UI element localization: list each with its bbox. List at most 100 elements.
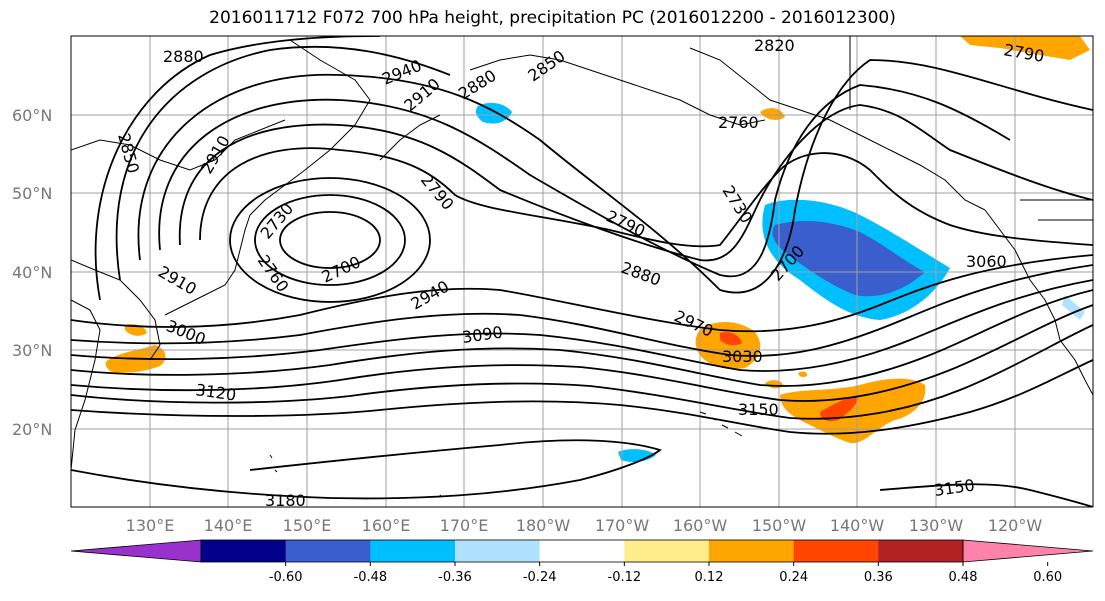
contour-3180 bbox=[71, 439, 662, 500]
contour-2940 bbox=[94, 36, 381, 301]
contour-label: 2790 bbox=[603, 206, 648, 240]
contour-label: 2970 bbox=[671, 306, 716, 340]
contour-label: 2880 bbox=[455, 66, 500, 104]
alaska-coast bbox=[689, 47, 986, 211]
colorbar-segment bbox=[370, 540, 456, 562]
contour-2760-low bbox=[229, 177, 431, 303]
contour-2880 bbox=[137, 59, 1093, 294]
colorbar-tick-label: -0.24 bbox=[523, 570, 557, 585]
graticule bbox=[71, 36, 1093, 507]
contour-label: 2880 bbox=[619, 258, 664, 290]
contour-label: 2820 bbox=[754, 36, 795, 55]
japan-coast bbox=[164, 214, 251, 316]
lat-label: 60°N bbox=[12, 106, 52, 125]
positive-precip-area-subtropic bbox=[780, 378, 926, 444]
lat-label: 30°N bbox=[12, 341, 52, 360]
lon-label: 160°E bbox=[362, 516, 411, 535]
lon-label: 130°W bbox=[909, 516, 964, 535]
colorbar-tick-label: -0.60 bbox=[269, 570, 303, 585]
contour-3150 bbox=[71, 359, 1093, 435]
contour-label: 2940 bbox=[408, 277, 453, 314]
na-border bbox=[849, 36, 1093, 221]
colorbar-extension-low bbox=[70, 539, 202, 563]
colorbar-segment bbox=[455, 540, 541, 562]
contour-3150-south bbox=[879, 483, 1093, 507]
lon-label: 160°W bbox=[673, 516, 728, 535]
contour-3000 bbox=[71, 264, 1093, 357]
lon-label: 150°E bbox=[283, 516, 332, 535]
lon-label: 140°E bbox=[204, 516, 253, 535]
colorbar-tick-label: 0.24 bbox=[779, 570, 808, 585]
lon-label: 120°W bbox=[988, 516, 1043, 535]
lon-label: 140°W bbox=[830, 516, 885, 535]
colorbar-tick-label: 0.12 bbox=[695, 570, 724, 585]
contour-label: 3060 bbox=[966, 252, 1007, 271]
contour-label: 2880 bbox=[163, 47, 204, 66]
contour-label: 2760 bbox=[254, 251, 293, 295]
lon-label: 180°W bbox=[516, 516, 571, 535]
kamchatka-coast bbox=[249, 39, 371, 216]
contour-2820 bbox=[178, 104, 1093, 262]
longitude-labels: 130°E 140°E 150°E 160°E 170°E 180°W 170°… bbox=[126, 516, 1043, 535]
asia-coast bbox=[71, 259, 161, 471]
contour-label: 3090 bbox=[461, 322, 504, 346]
contour-2850 bbox=[158, 84, 1011, 278]
colorbar-segment bbox=[709, 540, 795, 562]
coastlines bbox=[71, 36, 1093, 498]
colorbar-tick-label: 0.48 bbox=[949, 570, 978, 585]
colorbar-tick-label: -0.48 bbox=[354, 570, 388, 585]
colorbar-segment bbox=[624, 540, 710, 562]
colorbar-tick-label: -0.36 bbox=[438, 570, 472, 585]
contour-2970 bbox=[71, 254, 1093, 333]
contour-label: 3180 bbox=[265, 491, 306, 510]
positive-precip-area-alaska bbox=[760, 108, 785, 120]
map-title: 2016011712 F072 700 hPa height, precipit… bbox=[209, 8, 896, 28]
positive-precip-area-central bbox=[695, 321, 761, 370]
colorbar: -0.60 -0.48 -0.36 -0.24 -0.12 0.12 0.24 0.36 0.4… bbox=[70, 539, 1094, 585]
positive-precip-core-central bbox=[720, 332, 742, 346]
contour-3060 bbox=[71, 289, 1093, 387]
colorbar-extension-high bbox=[962, 539, 1094, 563]
hawaii-islands bbox=[699, 411, 743, 437]
negative-precip-area-coast bbox=[1062, 295, 1085, 320]
contour-label: 3120 bbox=[194, 380, 237, 404]
negative-precip-core bbox=[772, 220, 925, 297]
contour-2910 bbox=[115, 45, 451, 281]
map-frame bbox=[70, 35, 1094, 508]
contour-label: 3030 bbox=[722, 347, 763, 366]
contour-2790 bbox=[199, 147, 1093, 248]
positive-precip-core-subtropic bbox=[820, 395, 859, 422]
contour-3090 bbox=[71, 304, 1093, 402]
colorbar-segment bbox=[793, 540, 879, 562]
colorbar-tick-label: -0.12 bbox=[608, 570, 642, 585]
positive-precip-area-small2 bbox=[798, 371, 808, 377]
siberia-coast bbox=[71, 114, 441, 171]
height-contours bbox=[71, 36, 1093, 507]
contour-label: 2760 bbox=[718, 113, 759, 132]
lon-label: 170°E bbox=[440, 516, 489, 535]
contour-label: 3150 bbox=[933, 475, 976, 499]
colorbar-tick-label: 0.60 bbox=[1033, 570, 1062, 585]
colorbar-frame bbox=[200, 539, 964, 563]
positive-precip-area-small1 bbox=[765, 380, 784, 389]
bering-coast bbox=[469, 54, 766, 126]
colorbar-segment bbox=[878, 540, 964, 562]
contour-2700-low bbox=[279, 211, 381, 269]
negative-precip-area-small bbox=[475, 102, 512, 124]
colorbar-segment bbox=[285, 540, 371, 562]
contour-label: 3150 bbox=[738, 400, 779, 419]
lon-label: 150°W bbox=[752, 516, 807, 535]
lon-label: 170°W bbox=[595, 516, 650, 535]
contour-label: 2850 bbox=[524, 46, 568, 85]
contour-label: 2910 bbox=[155, 262, 200, 299]
colorbar-segment bbox=[539, 540, 625, 562]
contour-label: 2850 bbox=[114, 131, 143, 175]
contour-2730-low bbox=[254, 194, 406, 286]
na-coast bbox=[984, 209, 1093, 396]
contour-3030 bbox=[71, 279, 1093, 372]
lat-label: 40°N bbox=[12, 263, 52, 282]
colorbar-segment bbox=[201, 540, 287, 562]
lon-label: 130°E bbox=[126, 516, 175, 535]
colorbar-tick-label: 0.36 bbox=[864, 570, 893, 585]
